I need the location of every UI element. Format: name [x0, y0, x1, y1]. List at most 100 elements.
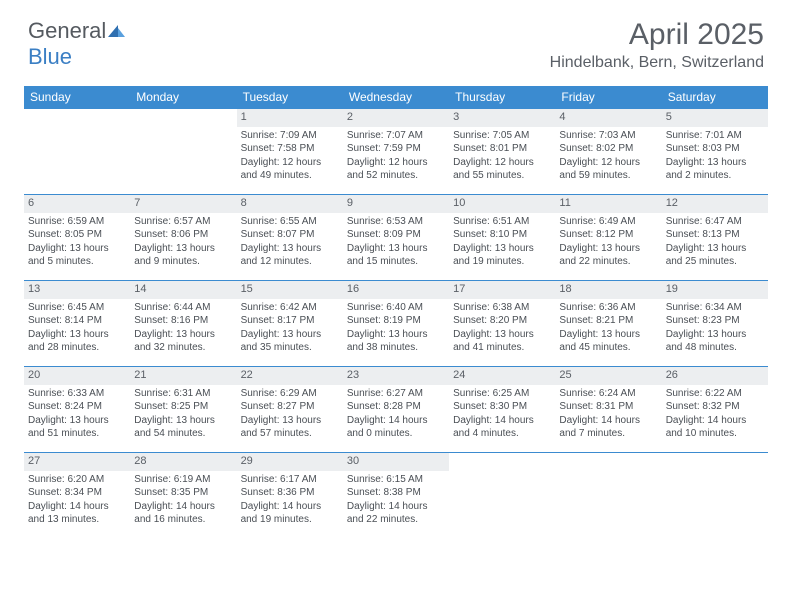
brand-logo: GeneralBlue [28, 18, 126, 70]
sunset-text: Sunset: 8:20 PM [453, 314, 551, 328]
daylight-text: and 48 minutes. [666, 341, 764, 355]
sunrise-text: Sunrise: 6:17 AM [241, 473, 339, 487]
day-content-row: Sunrise: 6:45 AMSunset: 8:14 PMDaylight:… [24, 299, 768, 367]
sunset-text: Sunset: 8:25 PM [134, 400, 232, 414]
daylight-text: Daylight: 13 hours [134, 242, 232, 256]
day-number-cell: 7 [130, 195, 236, 213]
sail-icon [106, 18, 126, 32]
sunset-text: Sunset: 7:59 PM [347, 142, 445, 156]
day-content-cell [555, 471, 661, 539]
sunset-text: Sunset: 8:32 PM [666, 400, 764, 414]
sunset-text: Sunset: 8:03 PM [666, 142, 764, 156]
daylight-text: Daylight: 14 hours [453, 414, 551, 428]
sunset-text: Sunset: 8:31 PM [559, 400, 657, 414]
day-content-cell: Sunrise: 6:38 AMSunset: 8:20 PMDaylight:… [449, 299, 555, 367]
sunset-text: Sunset: 7:58 PM [241, 142, 339, 156]
sunrise-text: Sunrise: 6:27 AM [347, 387, 445, 401]
sunset-text: Sunset: 8:21 PM [559, 314, 657, 328]
day-number-cell: 12 [662, 195, 768, 213]
daylight-text: Daylight: 12 hours [241, 156, 339, 170]
day-number-row: 20212223242526 [24, 367, 768, 385]
daylight-text: Daylight: 12 hours [347, 156, 445, 170]
daylight-text: and 32 minutes. [134, 341, 232, 355]
daylight-text: and 10 minutes. [666, 427, 764, 441]
day-content-cell: Sunrise: 7:07 AMSunset: 7:59 PMDaylight:… [343, 127, 449, 195]
sunrise-text: Sunrise: 6:53 AM [347, 215, 445, 229]
weekday-header: Sunday [24, 86, 130, 109]
day-content-cell: Sunrise: 6:25 AMSunset: 8:30 PMDaylight:… [449, 385, 555, 453]
day-number-cell: 28 [130, 453, 236, 471]
weekday-header: Saturday [662, 86, 768, 109]
sunset-text: Sunset: 8:38 PM [347, 486, 445, 500]
daylight-text: and 59 minutes. [559, 169, 657, 183]
day-content-cell: Sunrise: 6:42 AMSunset: 8:17 PMDaylight:… [237, 299, 343, 367]
day-number-cell: 18 [555, 281, 661, 299]
day-number-cell [130, 109, 236, 127]
daylight-text: Daylight: 13 hours [453, 328, 551, 342]
day-number-cell: 21 [130, 367, 236, 385]
sunset-text: Sunset: 8:10 PM [453, 228, 551, 242]
day-content-cell: Sunrise: 6:27 AMSunset: 8:28 PMDaylight:… [343, 385, 449, 453]
day-content-cell: Sunrise: 6:22 AMSunset: 8:32 PMDaylight:… [662, 385, 768, 453]
day-number-cell: 30 [343, 453, 449, 471]
sunset-text: Sunset: 8:06 PM [134, 228, 232, 242]
weekday-header: Thursday [449, 86, 555, 109]
daylight-text: and 13 minutes. [28, 513, 126, 527]
sunset-text: Sunset: 8:30 PM [453, 400, 551, 414]
day-content-cell [662, 471, 768, 539]
day-content-cell: Sunrise: 6:40 AMSunset: 8:19 PMDaylight:… [343, 299, 449, 367]
sunset-text: Sunset: 8:13 PM [666, 228, 764, 242]
page-header: GeneralBlue April 2025 Hindelbank, Bern,… [0, 0, 792, 76]
day-content-cell: Sunrise: 6:59 AMSunset: 8:05 PMDaylight:… [24, 213, 130, 281]
daylight-text: and 0 minutes. [347, 427, 445, 441]
sunrise-text: Sunrise: 6:22 AM [666, 387, 764, 401]
location-label: Hindelbank, Bern, Switzerland [550, 54, 764, 72]
day-content-row: Sunrise: 6:33 AMSunset: 8:24 PMDaylight:… [24, 385, 768, 453]
sunrise-text: Sunrise: 6:57 AM [134, 215, 232, 229]
sunset-text: Sunset: 8:23 PM [666, 314, 764, 328]
sunset-text: Sunset: 8:07 PM [241, 228, 339, 242]
day-number-cell: 5 [662, 109, 768, 127]
day-number-cell: 29 [237, 453, 343, 471]
brand-name: GeneralBlue [28, 18, 126, 70]
day-content-cell: Sunrise: 6:53 AMSunset: 8:09 PMDaylight:… [343, 213, 449, 281]
daylight-text: Daylight: 13 hours [241, 242, 339, 256]
sunrise-text: Sunrise: 7:03 AM [559, 129, 657, 143]
daylight-text: and 22 minutes. [347, 513, 445, 527]
weekday-header: Wednesday [343, 86, 449, 109]
sunrise-text: Sunrise: 6:29 AM [241, 387, 339, 401]
day-content-cell: Sunrise: 7:03 AMSunset: 8:02 PMDaylight:… [555, 127, 661, 195]
day-number-cell: 8 [237, 195, 343, 213]
day-number-cell: 4 [555, 109, 661, 127]
sunset-text: Sunset: 8:09 PM [347, 228, 445, 242]
sunrise-text: Sunrise: 6:25 AM [453, 387, 551, 401]
day-number-cell [449, 453, 555, 471]
day-number-cell: 3 [449, 109, 555, 127]
daylight-text: and 16 minutes. [134, 513, 232, 527]
day-number-cell: 6 [24, 195, 130, 213]
day-content-cell: Sunrise: 7:09 AMSunset: 7:58 PMDaylight:… [237, 127, 343, 195]
day-number-cell: 22 [237, 367, 343, 385]
daylight-text: Daylight: 13 hours [28, 414, 126, 428]
daylight-text: and 7 minutes. [559, 427, 657, 441]
sunrise-text: Sunrise: 6:19 AM [134, 473, 232, 487]
daylight-text: and 55 minutes. [453, 169, 551, 183]
day-content-row: Sunrise: 7:09 AMSunset: 7:58 PMDaylight:… [24, 127, 768, 195]
daylight-text: and 19 minutes. [453, 255, 551, 269]
day-number-cell [24, 109, 130, 127]
day-content-cell: Sunrise: 6:24 AMSunset: 8:31 PMDaylight:… [555, 385, 661, 453]
sunrise-text: Sunrise: 6:55 AM [241, 215, 339, 229]
daylight-text: Daylight: 13 hours [241, 414, 339, 428]
day-number-cell [555, 453, 661, 471]
daylight-text: Daylight: 13 hours [28, 328, 126, 342]
sunrise-text: Sunrise: 6:33 AM [28, 387, 126, 401]
day-content-cell: Sunrise: 7:01 AMSunset: 8:03 PMDaylight:… [662, 127, 768, 195]
day-content-cell: Sunrise: 7:05 AMSunset: 8:01 PMDaylight:… [449, 127, 555, 195]
sunrise-text: Sunrise: 6:59 AM [28, 215, 126, 229]
daylight-text: and 22 minutes. [559, 255, 657, 269]
daylight-text: Daylight: 13 hours [347, 242, 445, 256]
daylight-text: and 4 minutes. [453, 427, 551, 441]
daylight-text: and 45 minutes. [559, 341, 657, 355]
sunrise-text: Sunrise: 6:20 AM [28, 473, 126, 487]
daylight-text: Daylight: 13 hours [453, 242, 551, 256]
